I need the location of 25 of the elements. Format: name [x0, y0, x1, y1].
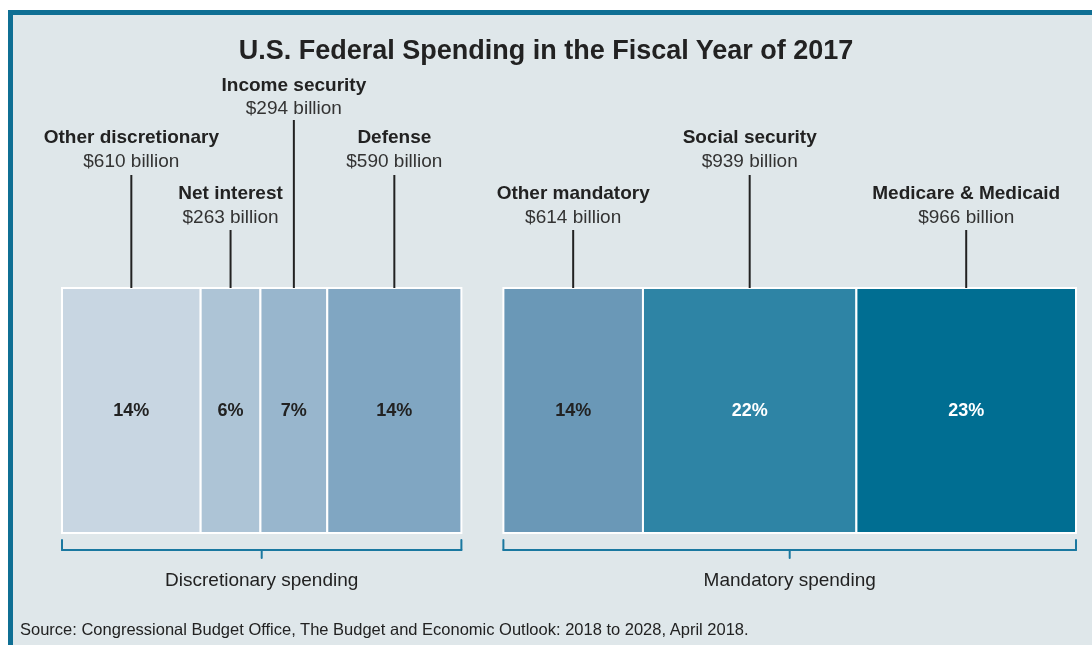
category-label: Other discretionary — [43, 126, 220, 147]
category-label: Other mandatory — [496, 182, 651, 203]
category-label: Social security — [682, 126, 818, 147]
data-label: $263 billion — [182, 206, 279, 227]
text: 7% — [280, 399, 307, 420]
text: 14% — [376, 399, 413, 420]
text: 23% — [948, 399, 985, 420]
text: 14% — [555, 399, 592, 420]
text: Discretionary spending — [165, 569, 359, 590]
data-label: $939 billion — [701, 150, 798, 171]
text: 6% — [217, 399, 244, 420]
data-label: $294 billion — [245, 97, 342, 118]
category-label: Defense — [357, 126, 432, 147]
data-label: $966 billion — [918, 206, 1015, 227]
category-label: Net interest — [178, 182, 284, 203]
category-label: Medicare & Medicaid — [872, 182, 1061, 203]
data-label: $614 billion — [525, 206, 622, 227]
text: U.S. Federal Spending in the Fiscal Year of 2017 — [237, 35, 855, 66]
text: 22% — [731, 399, 768, 420]
text: Mandatory spending — [703, 569, 876, 590]
text: 14% — [113, 399, 150, 420]
source-note: Source: Congressional Budget Office, The Budget and Economic Outlook: 2018 to 2028, April 2018. — [20, 620, 749, 639]
category-label: Income security — [221, 74, 367, 95]
data-label: $610 billion — [83, 150, 180, 171]
data-label: $590 billion — [346, 150, 443, 171]
